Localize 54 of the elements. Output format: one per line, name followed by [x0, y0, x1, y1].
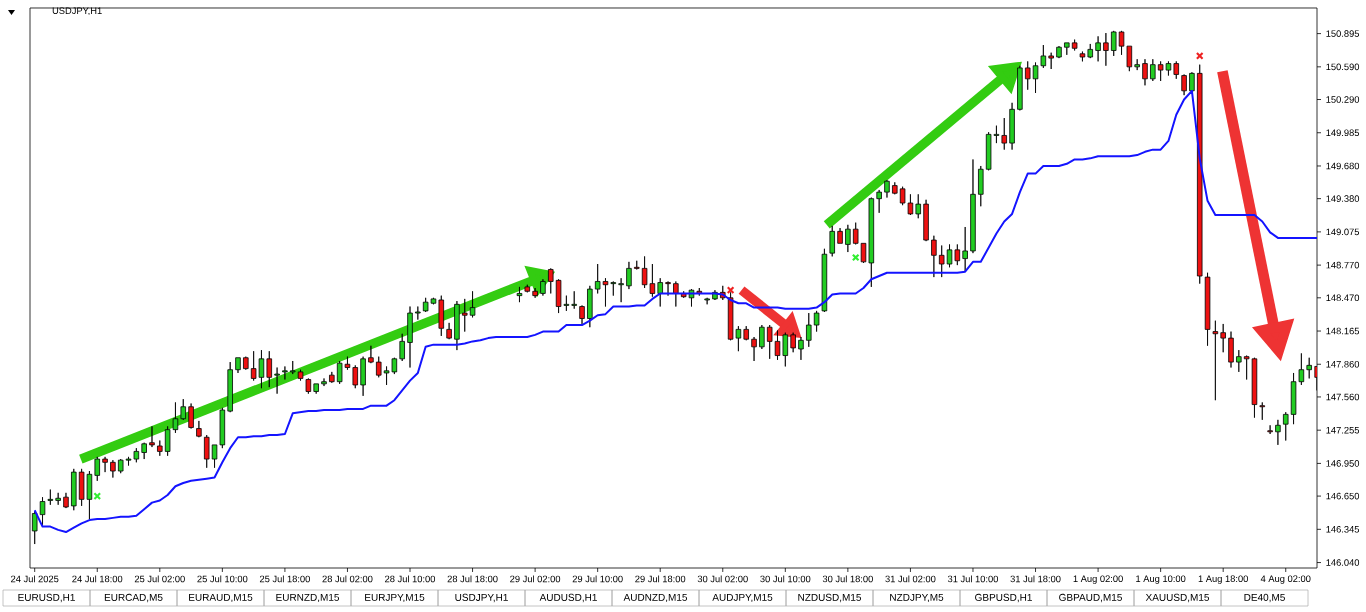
text: AUDUSD,H1 [539, 593, 597, 603]
x-tick-label: 25 Jul 18:00 [259, 575, 310, 583]
text: DE40,M5 [1244, 593, 1285, 603]
y-tick-label: 146.040 [1326, 559, 1360, 566]
y-tick-label: 149.380 [1326, 195, 1360, 202]
text: EURCAD,M5 [104, 593, 163, 603]
y-tick-label: 149.985 [1326, 129, 1360, 137]
y-tick-label: 147.255 [1326, 426, 1360, 434]
y-tick-label: 149.075 [1326, 228, 1360, 236]
y-tick-label: 146.950 [1326, 460, 1360, 467]
text: GBPAUD,M15 [1059, 593, 1122, 603]
x-tick-label: 28 Jul 10:00 [385, 575, 436, 583]
text: EURNZD,M15 [276, 593, 340, 603]
x-tick-label: 28 Jul 02:00 [322, 575, 373, 583]
y-tick-label: 149.680 [1326, 162, 1360, 170]
y-tick-label: 147.560 [1326, 393, 1360, 401]
x-tick-label: 29 Jul 10:00 [572, 575, 623, 583]
y-tick-label: 147.860 [1326, 360, 1360, 368]
y-tick-label: 148.770 [1326, 261, 1360, 269]
text: GBPUSD,H1 [975, 593, 1032, 603]
chart-title: USDJPY,H1 [52, 7, 102, 16]
y-tick-label: 148.470 [1326, 294, 1360, 302]
y-tick-label: 150.895 [1326, 30, 1360, 37]
x-tick-label: 31 Jul 18:00 [1010, 575, 1061, 583]
x-tick-label: 4 Aug 02:00 [1260, 575, 1311, 584]
x-tick-label: 30 Jul 18:00 [822, 575, 873, 583]
x-tick-label: 30 Jul 02:00 [697, 575, 748, 583]
y-tick-label: 150.590 [1326, 63, 1360, 71]
x-tick-label: 25 Jul 02:00 [134, 575, 185, 583]
x-tick-label: 1 Aug 02:00 [1073, 575, 1123, 584]
x-tick-label: 31 Jul 02:00 [885, 575, 936, 583]
x-tick-label: 29 Jul 18:00 [635, 575, 686, 583]
text: EURJPY,M15 [365, 593, 425, 603]
text: EURUSD,H1 [18, 593, 75, 603]
y-tick-label: 146.345 [1326, 526, 1360, 533]
x-tick-label: 24 Jul 18:00 [72, 575, 123, 583]
x-tick-label: 30 Jul 10:00 [760, 575, 811, 583]
y-tick-label: 150.290 [1326, 96, 1360, 103]
text: NZDJPY,M5 [890, 593, 944, 603]
x-tick-label: 24 Jul 2025 [11, 575, 59, 583]
y-tick-label: 146.650 [1326, 492, 1360, 500]
text: EURAUD,M15 [189, 593, 253, 603]
x-tick-label: 25 Jul 10:00 [197, 575, 248, 583]
y-tick-label: 148.165 [1326, 327, 1360, 335]
text: AUDNZD,M15 [623, 593, 688, 603]
text: AUDJPY,M15 [712, 593, 773, 603]
x-tick-label: 28 Jul 18:00 [447, 575, 498, 583]
x-tick-label: 31 Jul 10:00 [947, 575, 999, 583]
text: XAUUSD,M15 [1145, 593, 1210, 603]
x-tick-label: 29 Jul 02:00 [510, 575, 561, 583]
x-tick-label: 1 Aug 10:00 [1136, 575, 1186, 584]
x-tick-label: 1 Aug 18:00 [1198, 575, 1248, 584]
text: NZDUSD,M15 [798, 593, 862, 603]
text: USDJPY,H1 [455, 593, 508, 603]
